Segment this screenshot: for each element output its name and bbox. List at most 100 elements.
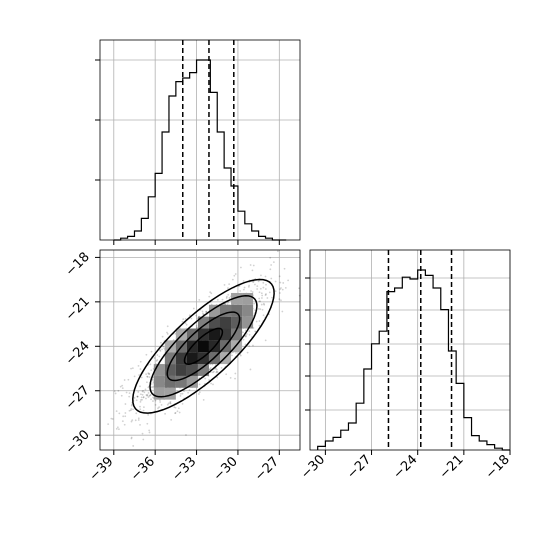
scatter-point	[139, 360, 142, 363]
scatter-point	[240, 266, 242, 269]
scatter-point	[146, 381, 148, 384]
scatter-point	[216, 371, 219, 374]
scatter-point	[146, 393, 149, 396]
scatter-point	[256, 288, 259, 290]
x-tick-label: −33	[169, 454, 199, 484]
scatter-point	[123, 379, 126, 381]
y-tick-label: −30	[63, 427, 93, 457]
scatter-point	[229, 376, 232, 379]
scatter-point	[128, 409, 131, 412]
scatter-point	[148, 431, 151, 434]
scatter-point	[130, 437, 133, 440]
scatter-point	[253, 302, 256, 305]
scatter-point	[118, 428, 120, 431]
scatter-point	[260, 303, 263, 306]
density-cell	[175, 364, 187, 376]
scatter-point	[120, 394, 123, 397]
scatter-point	[185, 323, 188, 326]
scatter-point	[184, 322, 187, 325]
scatter-point	[139, 385, 141, 388]
contour-line	[183, 327, 224, 365]
scatter-point	[145, 397, 147, 400]
contour-line	[132, 278, 275, 414]
scatter-point	[225, 297, 228, 299]
scatter-point	[146, 375, 149, 378]
scatter-point	[176, 410, 179, 413]
scatter-point	[208, 368, 211, 371]
scatter-point	[239, 290, 242, 292]
scatter-point	[258, 300, 261, 303]
scatter-point	[184, 317, 187, 320]
scatter-point	[212, 370, 215, 373]
scatter-point	[261, 294, 264, 297]
scatter-point	[227, 287, 229, 289]
scatter-point	[271, 296, 273, 299]
scatter-point	[162, 345, 165, 348]
scatter-point	[137, 364, 140, 367]
scatter-point	[261, 308, 264, 311]
scatter-point	[209, 291, 212, 294]
scatter-point	[116, 426, 119, 429]
x-tick-label: −27	[344, 452, 374, 482]
scatter-point	[188, 389, 191, 391]
scatter-point	[235, 352, 237, 354]
scatter-point	[234, 273, 237, 275]
scatter-point	[225, 373, 228, 376]
scatter-point	[158, 355, 161, 358]
scatter-point	[226, 303, 229, 306]
scatter-point	[148, 376, 151, 379]
density-cell	[220, 328, 232, 341]
density-cell	[231, 292, 243, 305]
scatter-point	[151, 379, 154, 381]
density-cell	[186, 352, 198, 365]
scatter-point	[282, 282, 285, 284]
scatter-point	[174, 412, 177, 415]
panel-bottom-right: −30 −27 −24 −21 −18	[298, 249, 513, 482]
scatter-point	[154, 403, 157, 406]
scatter-point	[248, 330, 251, 333]
scatter-point	[242, 288, 245, 291]
scatter-point	[185, 434, 187, 436]
x-tick-label: −30	[211, 454, 241, 484]
y-tick-label: −21	[63, 294, 93, 324]
scatter-point	[215, 371, 218, 374]
density-cell	[231, 316, 243, 329]
scatter-point	[145, 373, 148, 376]
x-tick-label: −36	[128, 454, 158, 484]
contour-line	[149, 295, 258, 398]
scatter-point	[181, 402, 184, 405]
scatter-point	[234, 372, 237, 375]
scatter-point	[160, 403, 163, 406]
scatter-point	[118, 412, 121, 415]
scatter-point	[258, 324, 261, 327]
scatter-point	[164, 412, 166, 415]
scatter-point	[259, 287, 262, 290]
scatter-point	[257, 307, 260, 310]
scatter-point	[153, 357, 156, 359]
scatter-point	[262, 286, 265, 289]
scatter-point	[264, 288, 267, 290]
scatter-point	[190, 317, 193, 320]
scatter-point	[121, 420, 124, 423]
scatter-point	[265, 283, 267, 286]
density-cell	[197, 316, 209, 329]
scatter-point	[245, 333, 248, 335]
scatter-point	[166, 325, 169, 328]
scatter-point	[139, 368, 142, 370]
scatter-point	[231, 354, 233, 357]
scatter-point	[166, 403, 169, 406]
scatter-point	[274, 280, 277, 283]
scatter-point	[146, 375, 149, 378]
scatter-point	[161, 335, 164, 338]
scatter-point	[272, 261, 275, 264]
histogram-step	[317, 269, 510, 451]
scatter-point	[131, 403, 133, 406]
scatter-point	[248, 345, 251, 347]
scatter-point	[134, 419, 137, 422]
scatter-point	[220, 366, 223, 369]
scatter-point	[254, 330, 256, 333]
scatter-point	[145, 394, 148, 396]
scatter-point	[122, 415, 125, 418]
scatter-point	[132, 408, 134, 411]
density-cell	[164, 352, 176, 365]
